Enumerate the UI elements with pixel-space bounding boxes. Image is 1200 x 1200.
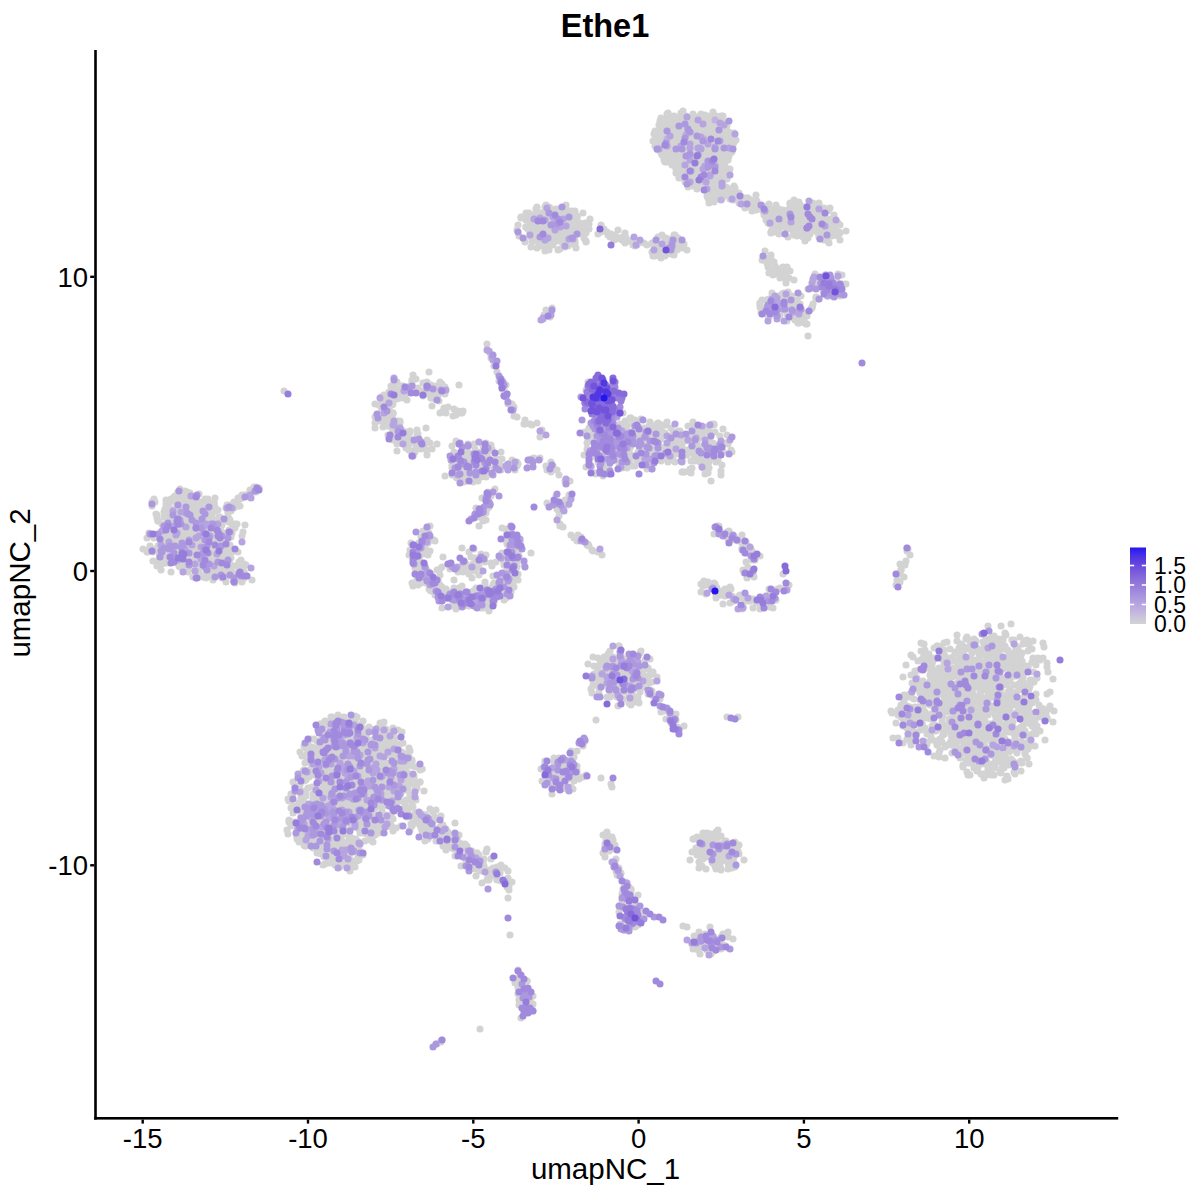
svg-text:-10: -10 (48, 850, 88, 881)
svg-text:5: 5 (796, 1123, 811, 1154)
svg-text:0.0: 0.0 (1154, 611, 1186, 637)
svg-text:Ethe1: Ethe1 (561, 8, 650, 44)
svg-text:-15: -15 (123, 1123, 163, 1154)
svg-text:10: 10 (57, 262, 88, 293)
svg-text:umapNC_1: umapNC_1 (531, 1152, 680, 1185)
svg-text:umapNC_2: umapNC_2 (3, 508, 36, 657)
svg-text:-10: -10 (288, 1123, 328, 1154)
svg-text:0: 0 (631, 1123, 646, 1154)
svg-text:-5: -5 (461, 1123, 485, 1154)
svg-text:10: 10 (954, 1123, 985, 1154)
svg-text:0: 0 (73, 556, 88, 587)
